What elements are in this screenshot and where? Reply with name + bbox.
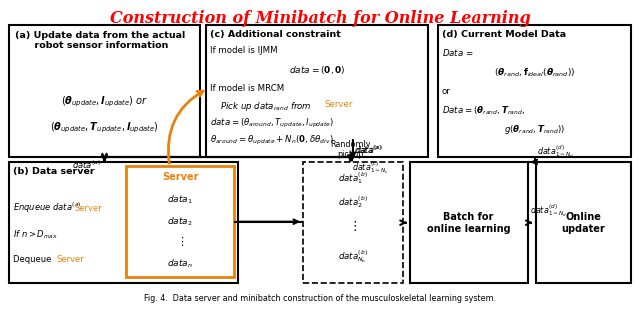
Text: Randomly
pickup: Randomly pickup: [331, 139, 371, 159]
Text: $data_{1\sim N_d}^{(d)}$: $data_{1\sim N_d}^{(d)}$: [529, 202, 566, 219]
Text: Dequeue: Dequeue: [13, 255, 54, 264]
Text: Enqueue $data^{(a)}$: Enqueue $data^{(a)}$: [13, 201, 81, 215]
Text: (a) Update data from the actual
      robot sensor information: (a) Update data from the actual robot se…: [15, 31, 185, 50]
Text: $data_2$: $data_2$: [168, 216, 193, 228]
Text: (c) Additional constraint: (c) Additional constraint: [210, 30, 341, 39]
Text: $\theta_{around} = \theta_{update} + N_n(\mathbf{0}, \delta\theta_{div})$: $\theta_{around} = \theta_{update} + N_n…: [210, 134, 334, 147]
Text: $\vdots$: $\vdots$: [176, 235, 184, 248]
Text: $data^{(a)}$: $data^{(a)}$: [72, 159, 100, 171]
Text: $(\boldsymbol{\theta}_{rand}, \mathbf{f}_{ideal}(\boldsymbol{\theta}_{rand}))$: $(\boldsymbol{\theta}_{rand}, \mathbf{f}…: [494, 66, 575, 79]
Text: Construction of Minibatch for Online Learning: Construction of Minibatch for Online Lea…: [109, 10, 531, 27]
Text: $data_n$: $data_n$: [168, 258, 193, 270]
Text: Pick up $data_{rand}$ from: Pick up $data_{rand}$ from: [220, 100, 312, 113]
Bar: [206, 25, 428, 157]
Bar: [410, 162, 527, 283]
Text: Online
updater: Online updater: [561, 212, 605, 233]
Text: If $n > D_{max}$: If $n > D_{max}$: [13, 229, 58, 241]
Text: $data_2^{(b)}$: $data_2^{(b)}$: [338, 194, 368, 210]
Text: If model is MRCM: If model is MRCM: [210, 84, 285, 93]
Bar: [9, 25, 200, 157]
Text: $data = (\mathbf{0}, \mathbf{0})$: $data = (\mathbf{0}, \mathbf{0})$: [289, 64, 346, 76]
Text: $\vdots$: $\vdots$: [349, 219, 357, 233]
Text: $data^{(a)}$: $data^{(a)}$: [355, 144, 383, 156]
Bar: [303, 162, 403, 283]
Text: or: or: [442, 87, 451, 96]
Text: Server: Server: [56, 255, 84, 264]
Text: $data^{(a)}$: $data^{(a)}$: [354, 144, 381, 156]
Text: $data_{1\sim N_c}^{(c)}$: $data_{1\sim N_c}^{(c)}$: [352, 159, 389, 176]
Text: If model is IJMM: If model is IJMM: [210, 46, 278, 56]
Text: $data_1$: $data_1$: [168, 193, 193, 206]
Text: Server: Server: [162, 172, 198, 182]
Text: $(\boldsymbol{\theta}_{update}, \boldsymbol{l}_{update})$ or: $(\boldsymbol{\theta}_{update}, \boldsym…: [61, 94, 148, 109]
Text: $g(\boldsymbol{\theta}_{rand}, \boldsymbol{T}_{rand}))$: $g(\boldsymbol{\theta}_{rand}, \boldsymb…: [504, 123, 565, 136]
Text: $Data = (\boldsymbol{\theta}_{rand}, \boldsymbol{T}_{rand},$: $Data = (\boldsymbol{\theta}_{rand}, \bo…: [442, 104, 525, 117]
Text: (b) Data server: (b) Data server: [13, 167, 94, 176]
Text: (d) Current Model Data: (d) Current Model Data: [442, 30, 566, 39]
Text: $data = (\theta_{around}, T_{update}, l_{update})$: $data = (\theta_{around}, T_{update}, l_…: [210, 117, 335, 130]
Text: Server: Server: [74, 204, 102, 212]
Bar: [536, 162, 631, 283]
Text: $data_{1\sim N_d}^{(d)}$: $data_{1\sim N_d}^{(d)}$: [536, 144, 573, 160]
Bar: [438, 25, 631, 157]
Text: Fig. 4.  Data server and minibatch construction of the musculoskeletal learning : Fig. 4. Data server and minibatch constr…: [144, 294, 496, 303]
Text: $data_1^{(b)}$: $data_1^{(b)}$: [338, 170, 368, 186]
Text: Server: Server: [324, 100, 353, 109]
Text: $(\boldsymbol{\theta}_{update}, \boldsymbol{T}_{update}, \boldsymbol{l}_{update}: $(\boldsymbol{\theta}_{update}, \boldsym…: [50, 121, 159, 135]
Text: $data_{N_b}^{(b)}$: $data_{N_b}^{(b)}$: [338, 248, 368, 265]
Text: $Data$ =: $Data$ =: [442, 47, 474, 58]
Bar: [127, 166, 234, 277]
Bar: [9, 162, 238, 283]
Text: Batch for
online learning: Batch for online learning: [427, 212, 511, 233]
